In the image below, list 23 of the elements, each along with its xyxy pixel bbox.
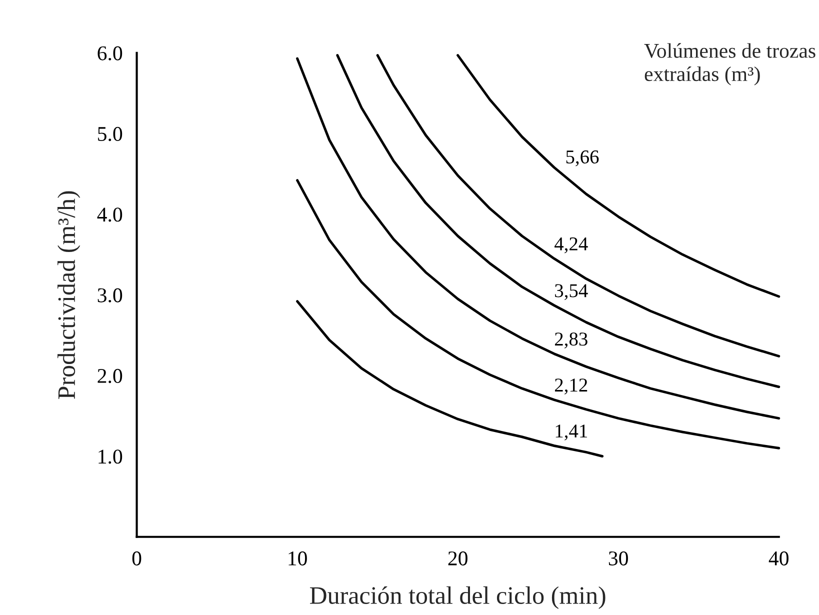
y-tick-label: 4.0 — [97, 208, 122, 222]
x-tick-label: 40 — [768, 551, 788, 566]
y-tick-label: 1.0 — [98, 450, 122, 464]
line-series — [296, 57, 780, 420]
x-tick-label: 0 — [132, 551, 142, 566]
y-tick-label: 3.0 — [98, 288, 122, 302]
x-tick-label: 10 — [288, 551, 307, 566]
x-tick-label: 20 — [448, 551, 468, 566]
y-axis-title: Productividad (m³/h) — [58, 191, 80, 399]
series-label: 5,66 — [566, 150, 599, 166]
series-label: 1,41 — [556, 424, 587, 440]
series-label: 2,12 — [554, 378, 588, 394]
x-axis-title: Duración total del ciclo (min) — [310, 586, 606, 610]
legend-title: Volúmenes de trozas extraídas (m³) — [644, 43, 816, 86]
line-series — [296, 300, 604, 458]
series-label: 2,83 — [554, 332, 588, 348]
x-tick-label: 30 — [608, 551, 628, 566]
y-tick-label: 6.0 — [98, 46, 122, 60]
line-series — [296, 179, 780, 450]
series-label: 4,24 — [554, 237, 588, 254]
y-tick-label: 5.0 — [98, 126, 122, 142]
y-tick-label: 2.0 — [98, 368, 122, 384]
series-label: 3,54 — [555, 284, 588, 300]
